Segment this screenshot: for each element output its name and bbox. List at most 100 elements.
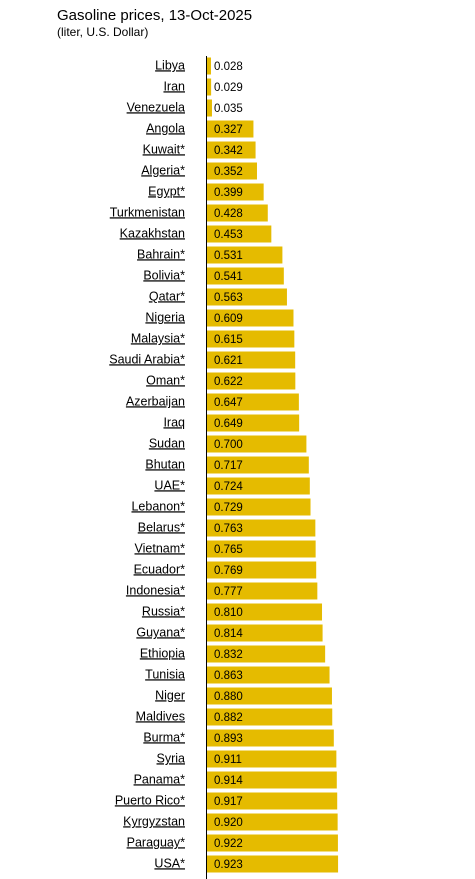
bar: [207, 519, 316, 537]
bar: [207, 645, 326, 663]
category-label[interactable]: Bahrain*: [137, 247, 185, 261]
bar: [207, 477, 310, 495]
value-label: 0.777: [214, 586, 243, 598]
category-label[interactable]: Paraguay*: [127, 835, 186, 849]
category-label[interactable]: Panama*: [134, 772, 186, 786]
category-label[interactable]: Kyrgyzstan: [123, 814, 185, 828]
bar: [207, 771, 337, 789]
value-label: 0.724: [214, 481, 243, 493]
category-label[interactable]: Azerbaijan: [126, 394, 185, 408]
category-label[interactable]: USA*: [154, 856, 185, 870]
value-label: 0.769: [214, 565, 243, 577]
category-label[interactable]: Syria: [157, 751, 186, 765]
category-label[interactable]: Qatar*: [149, 289, 185, 303]
bar: [207, 582, 318, 600]
category-label[interactable]: Vietnam*: [135, 541, 186, 555]
category-label[interactable]: Tunisia: [145, 667, 185, 681]
value-label: 0.863: [214, 670, 243, 682]
bar: [207, 57, 211, 75]
value-label: 0.922: [214, 838, 243, 850]
bar: [207, 393, 299, 411]
category-label[interactable]: Russia*: [142, 604, 185, 618]
bar: [207, 120, 254, 138]
value-label: 0.923: [214, 859, 243, 871]
bar: [207, 351, 296, 369]
value-label: 0.531: [214, 250, 243, 262]
bar: [207, 309, 294, 327]
category-label[interactable]: Maldives: [136, 709, 185, 723]
value-label: 0.832: [214, 649, 243, 661]
category-label[interactable]: Indonesia*: [126, 583, 185, 597]
bar: [207, 204, 268, 222]
category-label[interactable]: Libya: [155, 58, 185, 72]
category-label[interactable]: Oman*: [146, 373, 185, 387]
category-label[interactable]: Puerto Rico*: [115, 793, 185, 807]
category-label[interactable]: Saudi Arabia*: [109, 352, 185, 366]
value-label: 0.649: [214, 418, 243, 430]
bar: [207, 729, 334, 747]
value-label: 0.763: [214, 523, 243, 535]
bar: [207, 414, 300, 432]
value-label: 0.917: [214, 796, 243, 808]
value-label: 0.609: [214, 313, 243, 325]
category-label[interactable]: Kazakhstan: [120, 226, 185, 240]
bar: [207, 225, 272, 243]
category-label[interactable]: Bhutan: [145, 457, 185, 471]
bar: [207, 267, 284, 285]
bar: [207, 288, 287, 306]
bar: [207, 603, 323, 621]
category-label[interactable]: Venezuela: [127, 100, 185, 114]
category-label[interactable]: Lebanon*: [131, 499, 185, 513]
category-label[interactable]: Bolivia*: [143, 268, 185, 282]
bar: [207, 498, 311, 516]
category-label[interactable]: Sudan: [149, 436, 185, 450]
value-label: 0.717: [214, 460, 243, 472]
category-label[interactable]: Ethiopia: [140, 646, 185, 660]
bar: [207, 435, 307, 453]
category-label[interactable]: Guyana*: [136, 625, 185, 639]
bar: [207, 750, 337, 768]
bar: [207, 162, 257, 180]
chart-subtitle: (liter, U.S. Dollar): [57, 25, 148, 39]
value-label: 0.453: [214, 229, 243, 241]
bar: [207, 666, 330, 684]
value-label: 0.622: [214, 376, 243, 388]
value-label: 0.399: [214, 187, 243, 199]
value-label: 0.729: [214, 502, 243, 514]
bar: [207, 141, 256, 159]
bar: [207, 246, 283, 264]
category-label[interactable]: Nigeria: [145, 310, 185, 324]
value-label: 0.621: [214, 355, 243, 367]
bar: [207, 687, 332, 705]
category-label[interactable]: Belarus*: [138, 520, 185, 534]
category-label[interactable]: Egypt*: [148, 184, 185, 198]
category-label[interactable]: Malaysia*: [131, 331, 185, 345]
bar: [207, 792, 338, 810]
bar: [207, 372, 296, 390]
value-label: 0.765: [214, 544, 243, 556]
value-label: 0.563: [214, 292, 243, 304]
value-label: 0.615: [214, 334, 243, 346]
bar: [207, 456, 309, 474]
bar: [207, 813, 338, 831]
value-label: 0.541: [214, 271, 243, 283]
category-label[interactable]: UAE*: [154, 478, 185, 492]
bar: [207, 561, 317, 579]
category-label[interactable]: Algeria*: [141, 163, 185, 177]
category-label[interactable]: Iraq: [163, 415, 185, 429]
bar: [207, 99, 212, 117]
value-label: 0.028: [214, 61, 243, 73]
value-label: 0.914: [214, 775, 243, 787]
value-label: 0.428: [214, 208, 243, 220]
category-label[interactable]: Kuwait*: [143, 142, 186, 156]
category-label[interactable]: Niger: [155, 688, 185, 702]
bar: [207, 330, 295, 348]
category-label[interactable]: Turkmenistan: [110, 205, 185, 219]
category-label[interactable]: Iran: [163, 79, 185, 93]
category-label[interactable]: Ecuador*: [134, 562, 186, 576]
value-label: 0.920: [214, 817, 243, 829]
bar: [207, 855, 339, 873]
category-label[interactable]: Burma*: [143, 730, 185, 744]
category-label[interactable]: Angola: [146, 121, 185, 135]
